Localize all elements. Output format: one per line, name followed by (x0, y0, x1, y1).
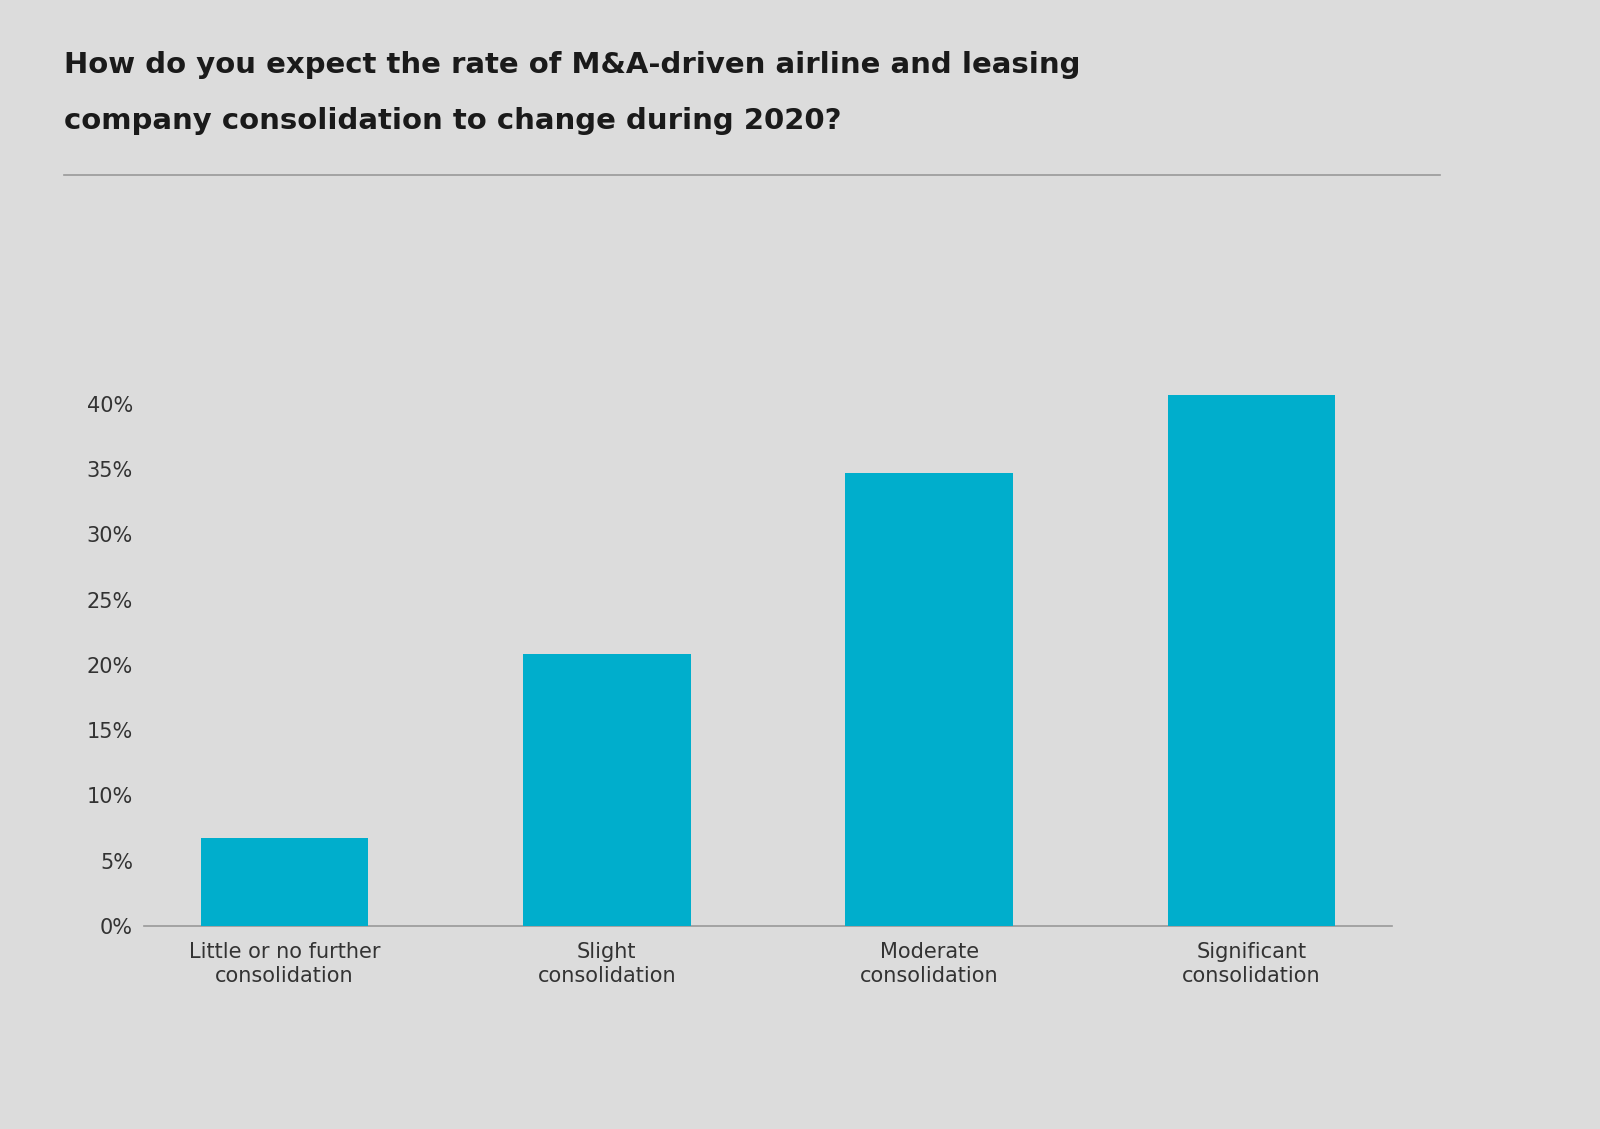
Bar (845, 473, 1013, 926)
Bar (200, 839, 368, 926)
Bar (523, 655, 691, 926)
Bar (1168, 395, 1336, 926)
Text: company consolidation to change during 2020?: company consolidation to change during 2… (64, 107, 842, 135)
Text: How do you expect the rate of M&A-driven airline and leasing: How do you expect the rate of M&A-driven… (64, 51, 1080, 79)
